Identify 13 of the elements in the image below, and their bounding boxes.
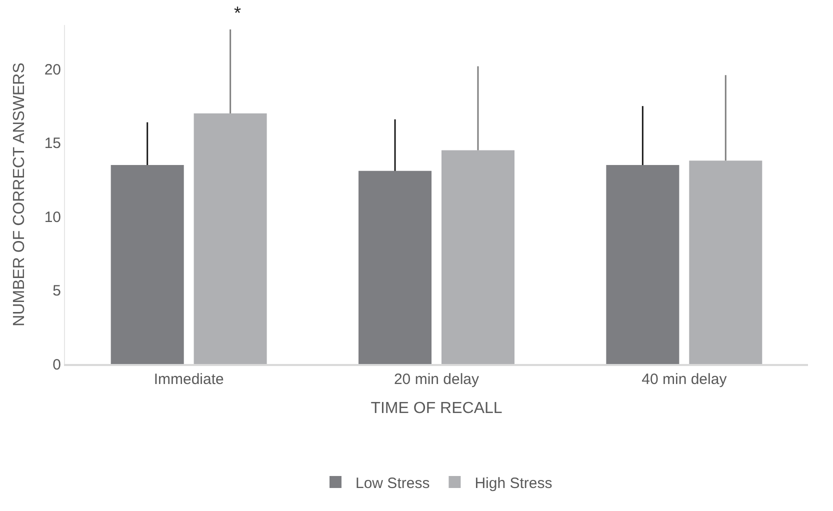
y-tick-label: 5	[52, 282, 61, 300]
y-tick-label: 20	[44, 61, 61, 78]
text: *	[234, 3, 242, 23]
x-tick-label: Immediate	[154, 371, 224, 388]
y-tick-label: 15	[44, 135, 61, 152]
x-axis-title: TIME OF RECALL	[370, 400, 502, 418]
x-tick-label: 40 min delay	[642, 371, 728, 388]
y-tick-label: 0	[52, 356, 61, 374]
y-tick-label: 10	[44, 208, 61, 226]
x-tick-label: 20 min delay	[394, 371, 480, 388]
legend-label: Low Stress	[356, 474, 430, 492]
legend-label: High Stress	[474, 474, 552, 492]
y-axis-title: NUMBER OF CORRECT ANSWERS	[11, 62, 28, 326]
